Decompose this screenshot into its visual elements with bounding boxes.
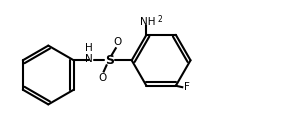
Text: 2: 2 — [157, 15, 162, 24]
Text: H: H — [85, 43, 93, 53]
Text: N: N — [85, 54, 93, 64]
Text: NH: NH — [140, 17, 156, 27]
Text: O: O — [98, 73, 106, 83]
Text: F: F — [184, 82, 190, 92]
Text: O: O — [113, 37, 121, 47]
Text: S: S — [105, 54, 114, 67]
